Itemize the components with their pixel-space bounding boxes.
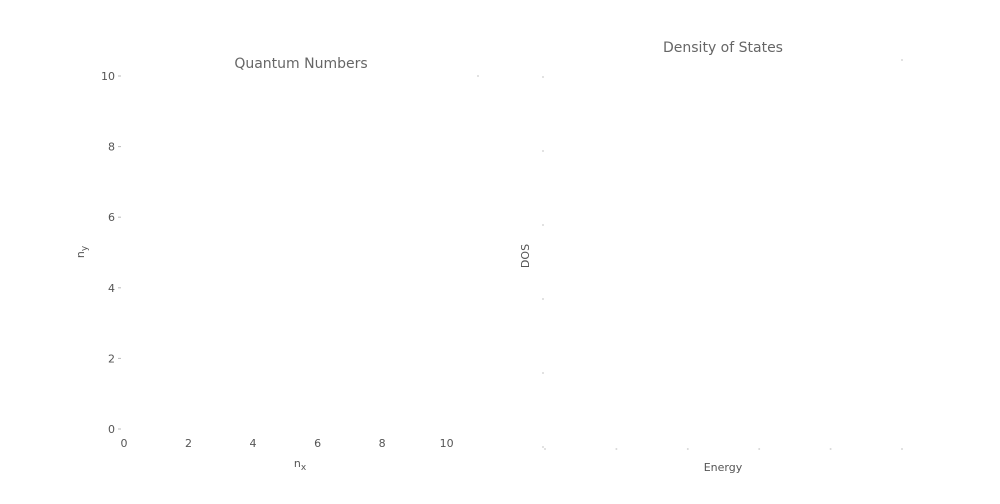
quantum-numbers-panel: Quantum Numbers 0 2 4 6 8 10 0 2 4 6 8 10 nx ny xyxy=(74,56,479,473)
x-tick-mark xyxy=(686,448,689,450)
x-tick-label: 2 xyxy=(185,437,192,450)
density-of-states-y-ticks xyxy=(542,59,903,448)
x-tick-label: 8 xyxy=(379,437,386,450)
x-tick-label: 0 xyxy=(121,437,128,450)
y-tick-label: 2 xyxy=(108,352,115,365)
quantum-numbers-x-ticks: 0 2 4 6 8 10 xyxy=(121,437,454,450)
corner-mark xyxy=(901,59,903,61)
y-tick-mark xyxy=(542,76,544,78)
x-tick-mark xyxy=(615,448,618,450)
y-tick-label: 6 xyxy=(108,211,115,224)
x-tick-label: 6 xyxy=(314,437,321,450)
x-tick-mark xyxy=(901,448,903,450)
corner-mark xyxy=(477,75,479,77)
y-tick-label: 4 xyxy=(108,282,115,295)
x-tick-mark xyxy=(829,448,832,450)
density-of-states-panel: Density of States Energy DOS xyxy=(519,40,903,474)
quantum-numbers-y-axis-label: ny xyxy=(74,245,90,258)
quantum-numbers-x-axis-label: nx xyxy=(294,457,307,473)
y-tick-mark xyxy=(542,372,544,374)
y-tick-label: 8 xyxy=(108,141,115,154)
quantum-numbers-title: Quantum Numbers xyxy=(234,56,367,72)
y-tick-mark xyxy=(542,446,544,448)
y-tick-label: 10 xyxy=(101,70,115,83)
density-of-states-x-ticks xyxy=(544,448,903,450)
x-tick-mark xyxy=(544,448,546,450)
y-tick-mark xyxy=(542,150,544,152)
x-tick-label: 4 xyxy=(250,437,257,450)
y-tick-mark xyxy=(542,224,544,226)
y-tick-mark xyxy=(542,298,544,300)
x-tick-mark xyxy=(758,448,761,450)
density-of-states-x-axis-label: Energy xyxy=(704,461,743,474)
quantum-numbers-y-ticks: 0 2 4 6 8 10 xyxy=(101,70,479,436)
x-tick-label: 10 xyxy=(440,437,454,450)
density-of-states-y-axis-label: DOS xyxy=(519,244,532,268)
density-of-states-title: Density of States xyxy=(663,40,783,56)
y-tick-label: 0 xyxy=(108,423,115,436)
